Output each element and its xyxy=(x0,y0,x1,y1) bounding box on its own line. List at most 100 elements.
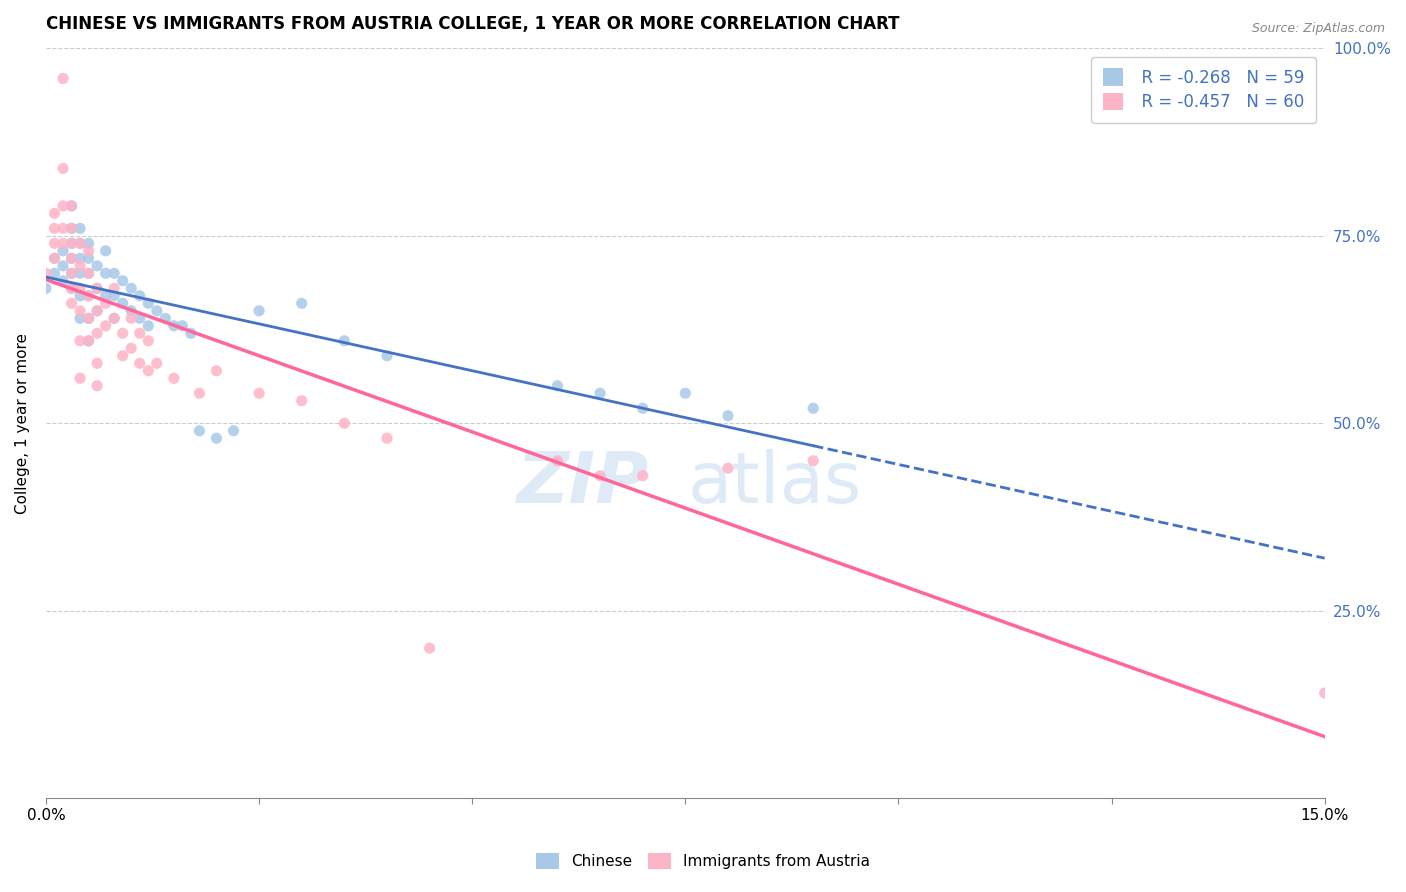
Point xyxy=(128,356,150,370)
Point xyxy=(44,236,66,251)
Point xyxy=(44,252,66,266)
Point xyxy=(120,311,142,326)
Point xyxy=(86,303,108,318)
Point xyxy=(375,349,398,363)
Point xyxy=(188,386,211,401)
Point xyxy=(103,311,125,326)
Point xyxy=(69,266,91,280)
Point xyxy=(146,356,169,370)
Point xyxy=(77,289,100,303)
Point xyxy=(52,161,75,176)
Point xyxy=(52,221,75,235)
Point xyxy=(801,401,824,416)
Point xyxy=(86,259,108,273)
Point xyxy=(673,386,696,401)
Point xyxy=(60,266,83,280)
Point xyxy=(52,199,75,213)
Point xyxy=(77,311,100,326)
Point xyxy=(60,266,83,280)
Point xyxy=(44,206,66,220)
Point xyxy=(69,334,91,348)
Point xyxy=(333,416,356,430)
Point xyxy=(52,259,75,273)
Point xyxy=(86,281,108,295)
Point xyxy=(77,289,100,303)
Point xyxy=(86,356,108,370)
Point xyxy=(69,259,91,273)
Point xyxy=(120,281,142,295)
Point xyxy=(52,244,75,258)
Point xyxy=(546,378,568,392)
Point xyxy=(86,326,108,341)
Point xyxy=(35,266,58,280)
Point xyxy=(205,364,228,378)
Point xyxy=(77,334,100,348)
Point xyxy=(94,296,117,310)
Point xyxy=(52,236,75,251)
Point xyxy=(44,252,66,266)
Point xyxy=(155,311,177,326)
Point xyxy=(631,468,654,483)
Point xyxy=(128,326,150,341)
Point xyxy=(35,281,58,295)
Point xyxy=(69,311,91,326)
Y-axis label: College, 1 year or more: College, 1 year or more xyxy=(15,333,30,514)
Point xyxy=(103,281,125,295)
Point xyxy=(128,289,150,303)
Point xyxy=(60,296,83,310)
Point xyxy=(77,266,100,280)
Point xyxy=(103,311,125,326)
Legend: Chinese, Immigrants from Austria: Chinese, Immigrants from Austria xyxy=(530,847,876,875)
Point xyxy=(69,221,91,235)
Point xyxy=(222,424,245,438)
Point xyxy=(136,334,159,348)
Point xyxy=(77,236,100,251)
Point xyxy=(180,326,202,341)
Text: ZIP: ZIP xyxy=(517,449,650,517)
Point xyxy=(86,303,108,318)
Point xyxy=(60,221,83,235)
Text: Source: ZipAtlas.com: Source: ZipAtlas.com xyxy=(1251,22,1385,36)
Point xyxy=(128,311,150,326)
Point xyxy=(60,252,83,266)
Point xyxy=(60,281,83,295)
Point xyxy=(94,289,117,303)
Point xyxy=(589,386,612,401)
Point xyxy=(69,281,91,295)
Point xyxy=(188,424,211,438)
Point xyxy=(247,386,270,401)
Point xyxy=(77,311,100,326)
Point xyxy=(333,334,356,348)
Point xyxy=(77,252,100,266)
Point xyxy=(163,371,186,385)
Point xyxy=(44,221,66,235)
Point xyxy=(111,296,134,310)
Point xyxy=(205,431,228,445)
Point xyxy=(52,274,75,288)
Point xyxy=(94,266,117,280)
Point xyxy=(419,641,441,656)
Point xyxy=(94,244,117,258)
Point xyxy=(136,296,159,310)
Point xyxy=(69,371,91,385)
Point xyxy=(1313,686,1336,700)
Point xyxy=(103,289,125,303)
Point xyxy=(146,303,169,318)
Point xyxy=(60,252,83,266)
Point xyxy=(120,303,142,318)
Point xyxy=(717,461,740,475)
Point xyxy=(111,274,134,288)
Point xyxy=(69,303,91,318)
Point xyxy=(247,303,270,318)
Point xyxy=(172,318,194,333)
Point xyxy=(94,318,117,333)
Point xyxy=(60,236,83,251)
Point xyxy=(69,236,91,251)
Point xyxy=(291,296,314,310)
Point xyxy=(44,266,66,280)
Point xyxy=(120,341,142,355)
Point xyxy=(631,401,654,416)
Point xyxy=(136,364,159,378)
Point xyxy=(69,236,91,251)
Point xyxy=(60,281,83,295)
